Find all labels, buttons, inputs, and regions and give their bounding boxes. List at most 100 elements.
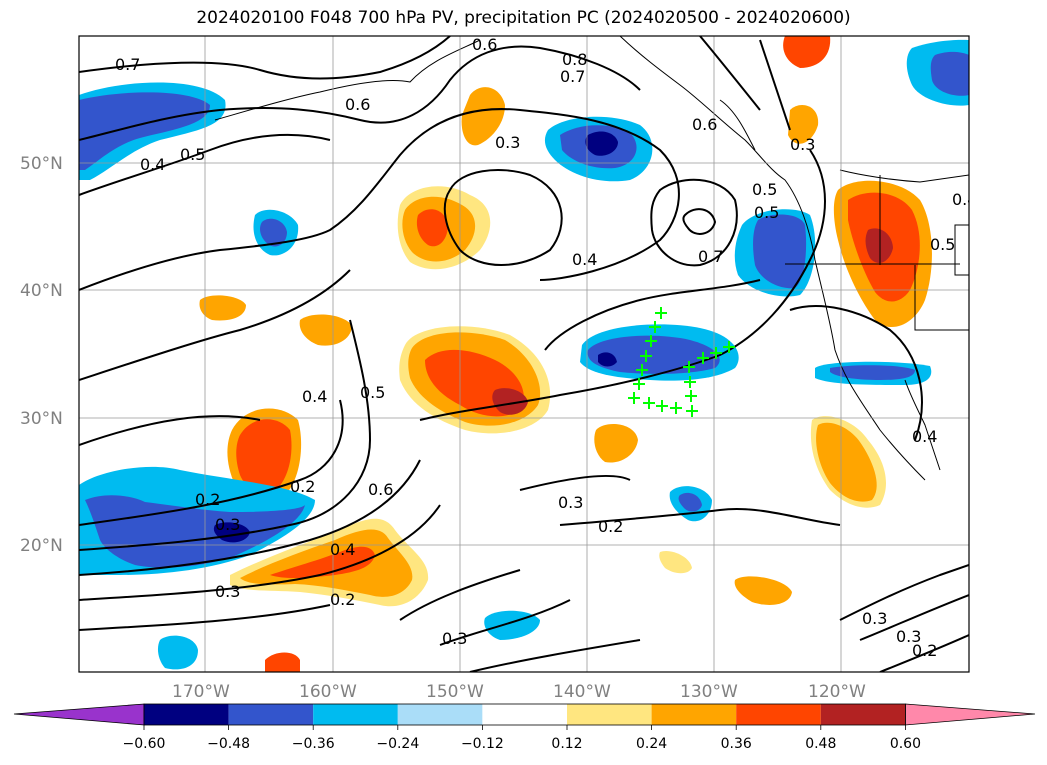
lon-label: 150°W — [426, 682, 484, 702]
plus-marker — [640, 350, 652, 362]
lon-label: 120°W — [808, 682, 866, 702]
positive-anomaly — [865, 228, 893, 263]
plus-marker — [670, 402, 682, 414]
colorbar-tick-label: −0.60 — [123, 736, 166, 752]
lon-label: 170°W — [172, 682, 230, 702]
colorbar-segment — [313, 704, 398, 725]
colorbar-extend-high — [905, 703, 1036, 726]
pv-contours — [79, 36, 969, 672]
contour-label: 0.4 — [572, 250, 597, 269]
negative-anomaly — [157, 635, 198, 670]
plus-marker — [636, 364, 648, 376]
positive-anomaly — [299, 314, 352, 346]
contour-label: 0.4 — [302, 387, 327, 406]
contour-label: 0.3 — [862, 609, 887, 628]
contour-label: 0.5 — [754, 203, 779, 222]
contour-label: 0.3 — [215, 582, 240, 601]
negative-anomaly — [79, 92, 210, 170]
contour-label: 0.2 — [195, 490, 220, 509]
plus-marker — [683, 361, 695, 373]
colorbar-tick-label: 0.48 — [805, 736, 836, 752]
map-frame — [78, 35, 970, 673]
track-markers — [628, 307, 735, 417]
plus-marker — [643, 397, 655, 409]
colorbar: −0.60 −0.48 −0.36 −0.24 −0.12 0.12 0.24 … — [13, 703, 1036, 752]
contour-label: 0.6 — [692, 115, 717, 134]
contour-label: 0.5 — [930, 235, 955, 254]
colorbar-tick-label: 0.36 — [721, 736, 752, 752]
contour-label: 0.6 — [368, 480, 393, 499]
positive-anomaly — [788, 105, 819, 144]
contour-label: 0.2 — [598, 517, 623, 536]
colorbar-tick-label: 0.12 — [551, 736, 582, 752]
plus-marker — [633, 378, 645, 390]
colorbar-segment — [228, 704, 314, 725]
plus-marker — [710, 347, 722, 359]
colorbar-ticks — [143, 725, 906, 730]
contour-label: 0.3 — [215, 515, 240, 534]
negative-anomaly — [753, 214, 807, 289]
lat-label: 30°N — [20, 409, 63, 429]
colorbar-segment — [144, 704, 229, 725]
positive-anomaly — [236, 419, 292, 492]
contour-label: 0.6 — [472, 35, 497, 54]
contour-label: 0.3 — [495, 133, 520, 152]
colorbar-frame — [143, 703, 906, 726]
contour-label: 0.5 — [180, 145, 205, 164]
negative-anomaly — [830, 365, 915, 380]
negative-anomaly — [930, 51, 969, 96]
negative-anomaly — [598, 352, 617, 367]
contour-label: 0.3 — [896, 627, 921, 646]
contour-label: 0.7 — [115, 55, 140, 74]
negative-anomaly — [587, 335, 720, 374]
positive-anomaly — [492, 388, 528, 415]
plus-marker — [697, 352, 709, 364]
colorbar-tick-label: 0.24 — [636, 736, 667, 752]
colorbar-tick-label: −0.24 — [376, 736, 419, 752]
colorbar-segment — [397, 704, 483, 725]
colorbar-segment — [820, 704, 906, 725]
contour-label: 0.4 — [330, 540, 355, 559]
contour-label: 0.7 — [560, 67, 585, 86]
positive-anomaly — [659, 550, 692, 574]
positive-anomaly — [265, 652, 300, 672]
colorbar-tick-label: −0.12 — [461, 736, 504, 752]
plus-marker — [649, 321, 661, 333]
plus-marker — [723, 341, 735, 353]
contour-label: 0.6 — [345, 95, 370, 114]
contour-label: 0.4 — [912, 427, 937, 446]
contour-label: 0.8 — [562, 50, 587, 69]
lat-label: 50°N — [20, 154, 63, 174]
positive-anomaly — [594, 424, 638, 463]
colorbar-tick-label: −0.36 — [292, 736, 335, 752]
negative-anomaly — [85, 495, 305, 568]
plus-marker — [686, 405, 698, 417]
plus-marker — [685, 390, 697, 402]
colorbar-segment — [482, 704, 567, 725]
plus-marker — [655, 307, 667, 319]
chart-title: 2024020100 F048 700 hPa PV, precipitatio… — [196, 8, 851, 28]
negative-anomaly — [260, 218, 287, 247]
positive-anomaly — [783, 36, 831, 68]
colorbar-segment — [651, 704, 737, 725]
contour-label: 0.2 — [912, 641, 937, 660]
lon-label: 130°W — [680, 682, 738, 702]
colorbar-segment — [736, 704, 821, 725]
map-area: 0.7 0.6 0.6 0.8 0.7 0.4 0.5 0.3 0.4 0.7 … — [79, 35, 977, 672]
positive-anomaly — [199, 295, 246, 321]
coastlines — [214, 36, 969, 481]
contour-label: 0.3 — [558, 493, 583, 512]
contour-labels: 0.7 0.6 0.6 0.8 0.7 0.4 0.5 0.3 0.4 0.7 … — [115, 35, 977, 660]
negative-anomaly — [585, 131, 618, 156]
contour-label: 0.5 — [360, 383, 385, 402]
lat-label: 40°N — [20, 281, 63, 301]
contour-label: 0.7 — [698, 247, 723, 266]
negative-anomaly — [678, 492, 702, 512]
colorbar-tick-label: −0.48 — [207, 736, 250, 752]
lon-labels: 170°W 160°W 150°W 140°W 130°W 120°W — [172, 682, 866, 702]
plus-marker — [628, 392, 640, 404]
colorbar-tick-label: 0.60 — [890, 736, 921, 752]
contour-label: 0.4 — [952, 190, 977, 209]
positive-anomaly — [816, 422, 877, 502]
